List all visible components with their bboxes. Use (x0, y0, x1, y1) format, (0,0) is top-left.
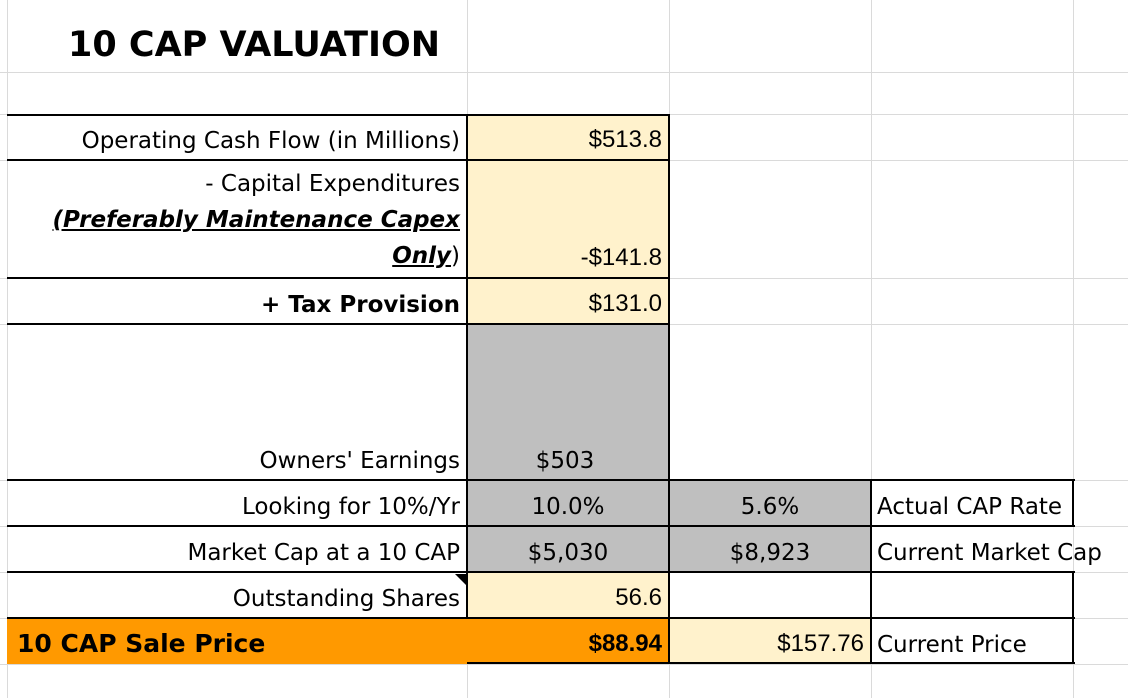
tax-label-cell[interactable]: + Tax Provision (7, 278, 467, 324)
cell-border (467, 662, 1075, 664)
cell-border (466, 114, 468, 618)
market-label-cell[interactable]: Market Cap at a 10 CAP (7, 526, 467, 572)
capex-value-cell[interactable]: -$141.8 (467, 160, 669, 278)
owners-value: $503 (535, 448, 595, 474)
current-price-fill (669, 618, 871, 664)
cell-border (7, 323, 669, 325)
cell-border (7, 525, 1075, 527)
gridline (0, 664, 1128, 665)
capex-label-line1: - Capital Expenditures (205, 171, 460, 197)
capex-label-line3: Only) (392, 238, 460, 274)
cell-border (668, 114, 670, 664)
market-value: $5,030 (527, 540, 609, 566)
looking-value: 10.0% (531, 494, 605, 520)
ocf-value-fill (467, 114, 669, 324)
looking-label: Looking for 10%/Yr (241, 494, 460, 520)
comment-indicator-icon[interactable] (455, 574, 467, 586)
cell-border (7, 114, 669, 116)
ocf-value: $513.8 (588, 126, 662, 153)
empty-cell[interactable] (669, 572, 871, 618)
cell-border (7, 277, 669, 279)
sale-value: $88.94 (588, 630, 662, 657)
current-price-value: $157.76 (777, 630, 864, 657)
gridline (0, 72, 1128, 73)
shares-label-cell[interactable]: Outstanding Shares (7, 572, 467, 618)
gridline (1073, 0, 1074, 698)
owners-value-cell[interactable]: $503 (467, 324, 669, 480)
actual-cap-label-cell[interactable]: Actual CAP Rate (871, 480, 1073, 526)
owners-label-cell[interactable]: Owners' Earnings (7, 324, 467, 480)
owners-label: Owners' Earnings (259, 448, 460, 474)
cell-border (1072, 480, 1074, 526)
ocf-label: Operating Cash Flow (in Millions) (81, 128, 460, 154)
shares-value-cell[interactable]: 56.6 (467, 572, 669, 618)
capex-value: -$141.8 (580, 244, 662, 271)
tax-value-cell[interactable]: $131.0 (467, 278, 669, 324)
tax-value: $131.0 (588, 290, 662, 317)
market-label: Market Cap at a 10 CAP (187, 540, 460, 566)
capex-label-line3-rest: ) (451, 243, 460, 269)
ocf-label-cell[interactable]: Operating Cash Flow (in Millions) (7, 114, 467, 160)
sale-row-fill (7, 618, 669, 664)
shares-value: 56.6 (615, 584, 662, 611)
sheet-title: 10 CAP VALUATION (68, 25, 441, 65)
capex-label-cell[interactable]: - Capital Expenditures (Preferably Maint… (7, 160, 467, 278)
cell-border (870, 480, 872, 664)
shares-value-fill (467, 572, 669, 618)
cell-border (7, 617, 1075, 619)
shares-label: Outstanding Shares (232, 586, 460, 612)
owners-value-fill (467, 324, 669, 572)
gridline (7, 0, 8, 698)
actual-cap-value: 5.6% (740, 494, 800, 520)
capex-label-line2: (Preferably Maintenance Capex (52, 207, 461, 233)
current-market-cap-value: $8,923 (729, 540, 811, 566)
cell-border (7, 479, 1075, 481)
sale-label-cell[interactable]: 10 CAP Sale Price (7, 618, 467, 664)
actual-cap-label: Actual CAP Rate (877, 494, 1063, 520)
market-value-cell[interactable]: $5,030 (467, 526, 669, 572)
current-price-label-cell[interactable]: Current Price (871, 618, 1073, 664)
cell-border (7, 159, 669, 161)
gridline (871, 0, 872, 698)
ocf-value-cell[interactable]: $513.8 (467, 114, 669, 160)
capex-label-line3-em: Only (392, 243, 452, 269)
empty-cell[interactable] (871, 572, 1073, 618)
cell-border (1072, 572, 1074, 664)
sale-value-cell[interactable]: $88.94 (467, 618, 669, 664)
looking-value-cell[interactable]: 10.0% (467, 480, 669, 526)
current-market-cap-label: Current Market Cap (877, 540, 1102, 566)
current-price-label: Current Price (877, 632, 1027, 658)
looking-label-cell[interactable]: Looking for 10%/Yr (7, 480, 467, 526)
current-market-cap-value-cell[interactable]: $8,923 (669, 526, 871, 572)
actual-cap-value-cell[interactable]: 5.6% (669, 480, 871, 526)
sheet-title-cell[interactable]: 10 CAP VALUATION (62, 20, 440, 70)
cell-border (7, 571, 1075, 573)
tax-label: + Tax Provision (261, 292, 460, 318)
current-price-value-cell[interactable]: $157.76 (669, 618, 871, 664)
current-market-cap-label-cell[interactable]: Current Market Cap (871, 526, 1128, 572)
sale-label: 10 CAP Sale Price (17, 629, 266, 658)
